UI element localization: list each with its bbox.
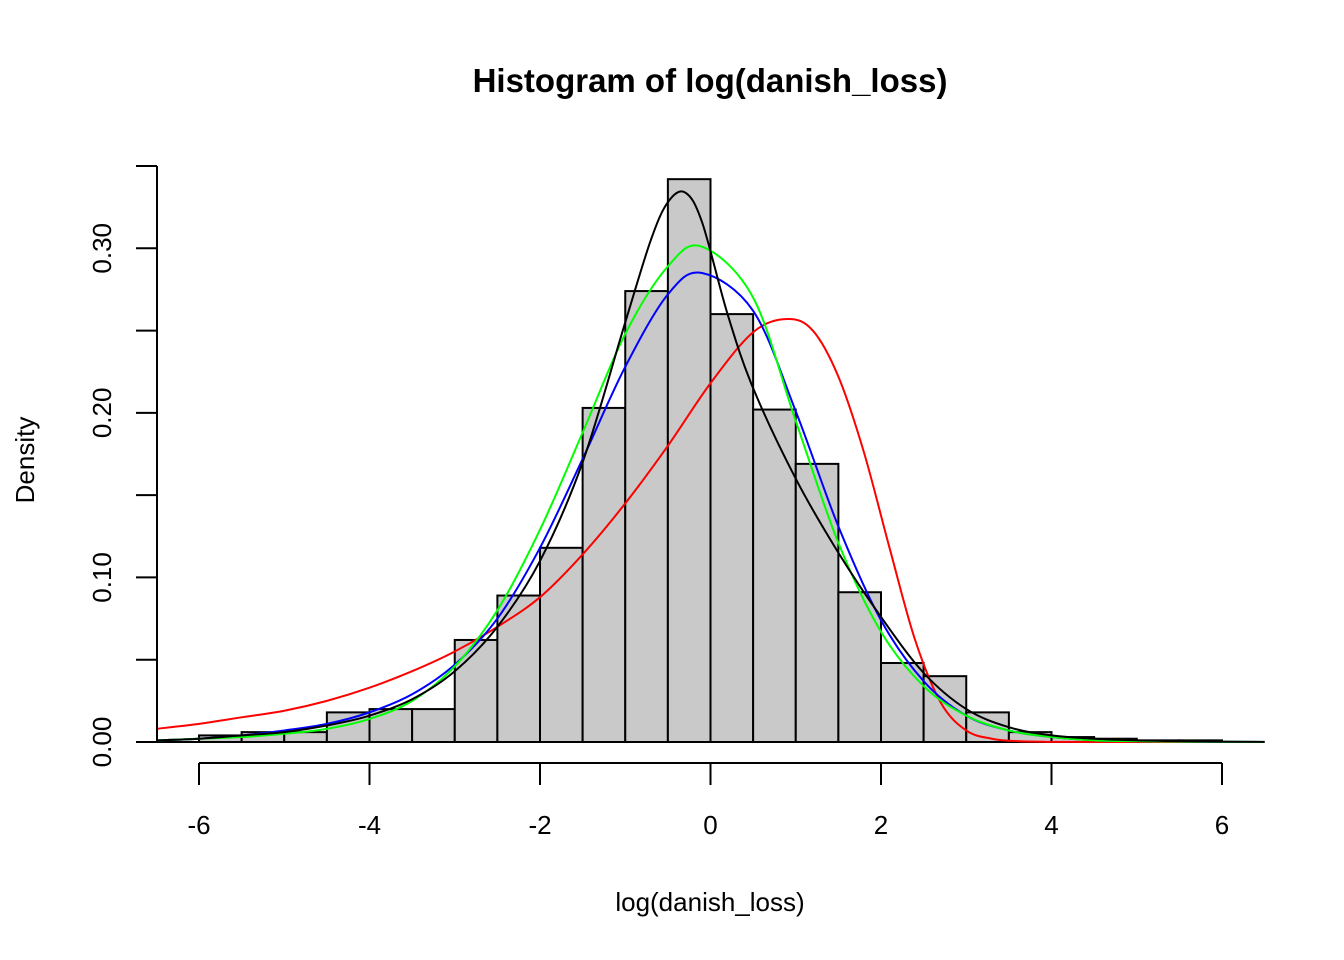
histogram-bar — [412, 709, 455, 742]
histogram-bar — [711, 314, 754, 742]
x-tick-label: -4 — [358, 810, 381, 840]
y-tick-label: 0.30 — [87, 223, 117, 274]
histogram-bar — [838, 592, 881, 742]
y-tick-label: 0.00 — [87, 717, 117, 768]
histogram-bar — [583, 408, 626, 742]
x-axis-label: log(danish_loss) — [615, 887, 804, 917]
x-tick-label: 0 — [703, 810, 717, 840]
x-tick-label: -6 — [187, 810, 210, 840]
x-tick-label: -2 — [528, 810, 551, 840]
histogram-bar — [625, 291, 668, 742]
y-tick-label: 0.20 — [87, 388, 117, 439]
x-tick-label: 4 — [1044, 810, 1058, 840]
histogram-bar — [668, 179, 711, 742]
histogram-chart: Histogram of log(danish_loss) log(danish… — [0, 0, 1344, 960]
x-tick-label: 2 — [874, 810, 888, 840]
y-axis-label: Density — [10, 417, 40, 504]
histogram-bar — [753, 410, 796, 742]
histogram-bar — [455, 640, 498, 742]
x-tick-label: 6 — [1215, 810, 1229, 840]
chart-title: Histogram of log(danish_loss) — [473, 62, 948, 99]
y-tick-label: 0.10 — [87, 552, 117, 603]
histogram-bar — [796, 464, 839, 742]
